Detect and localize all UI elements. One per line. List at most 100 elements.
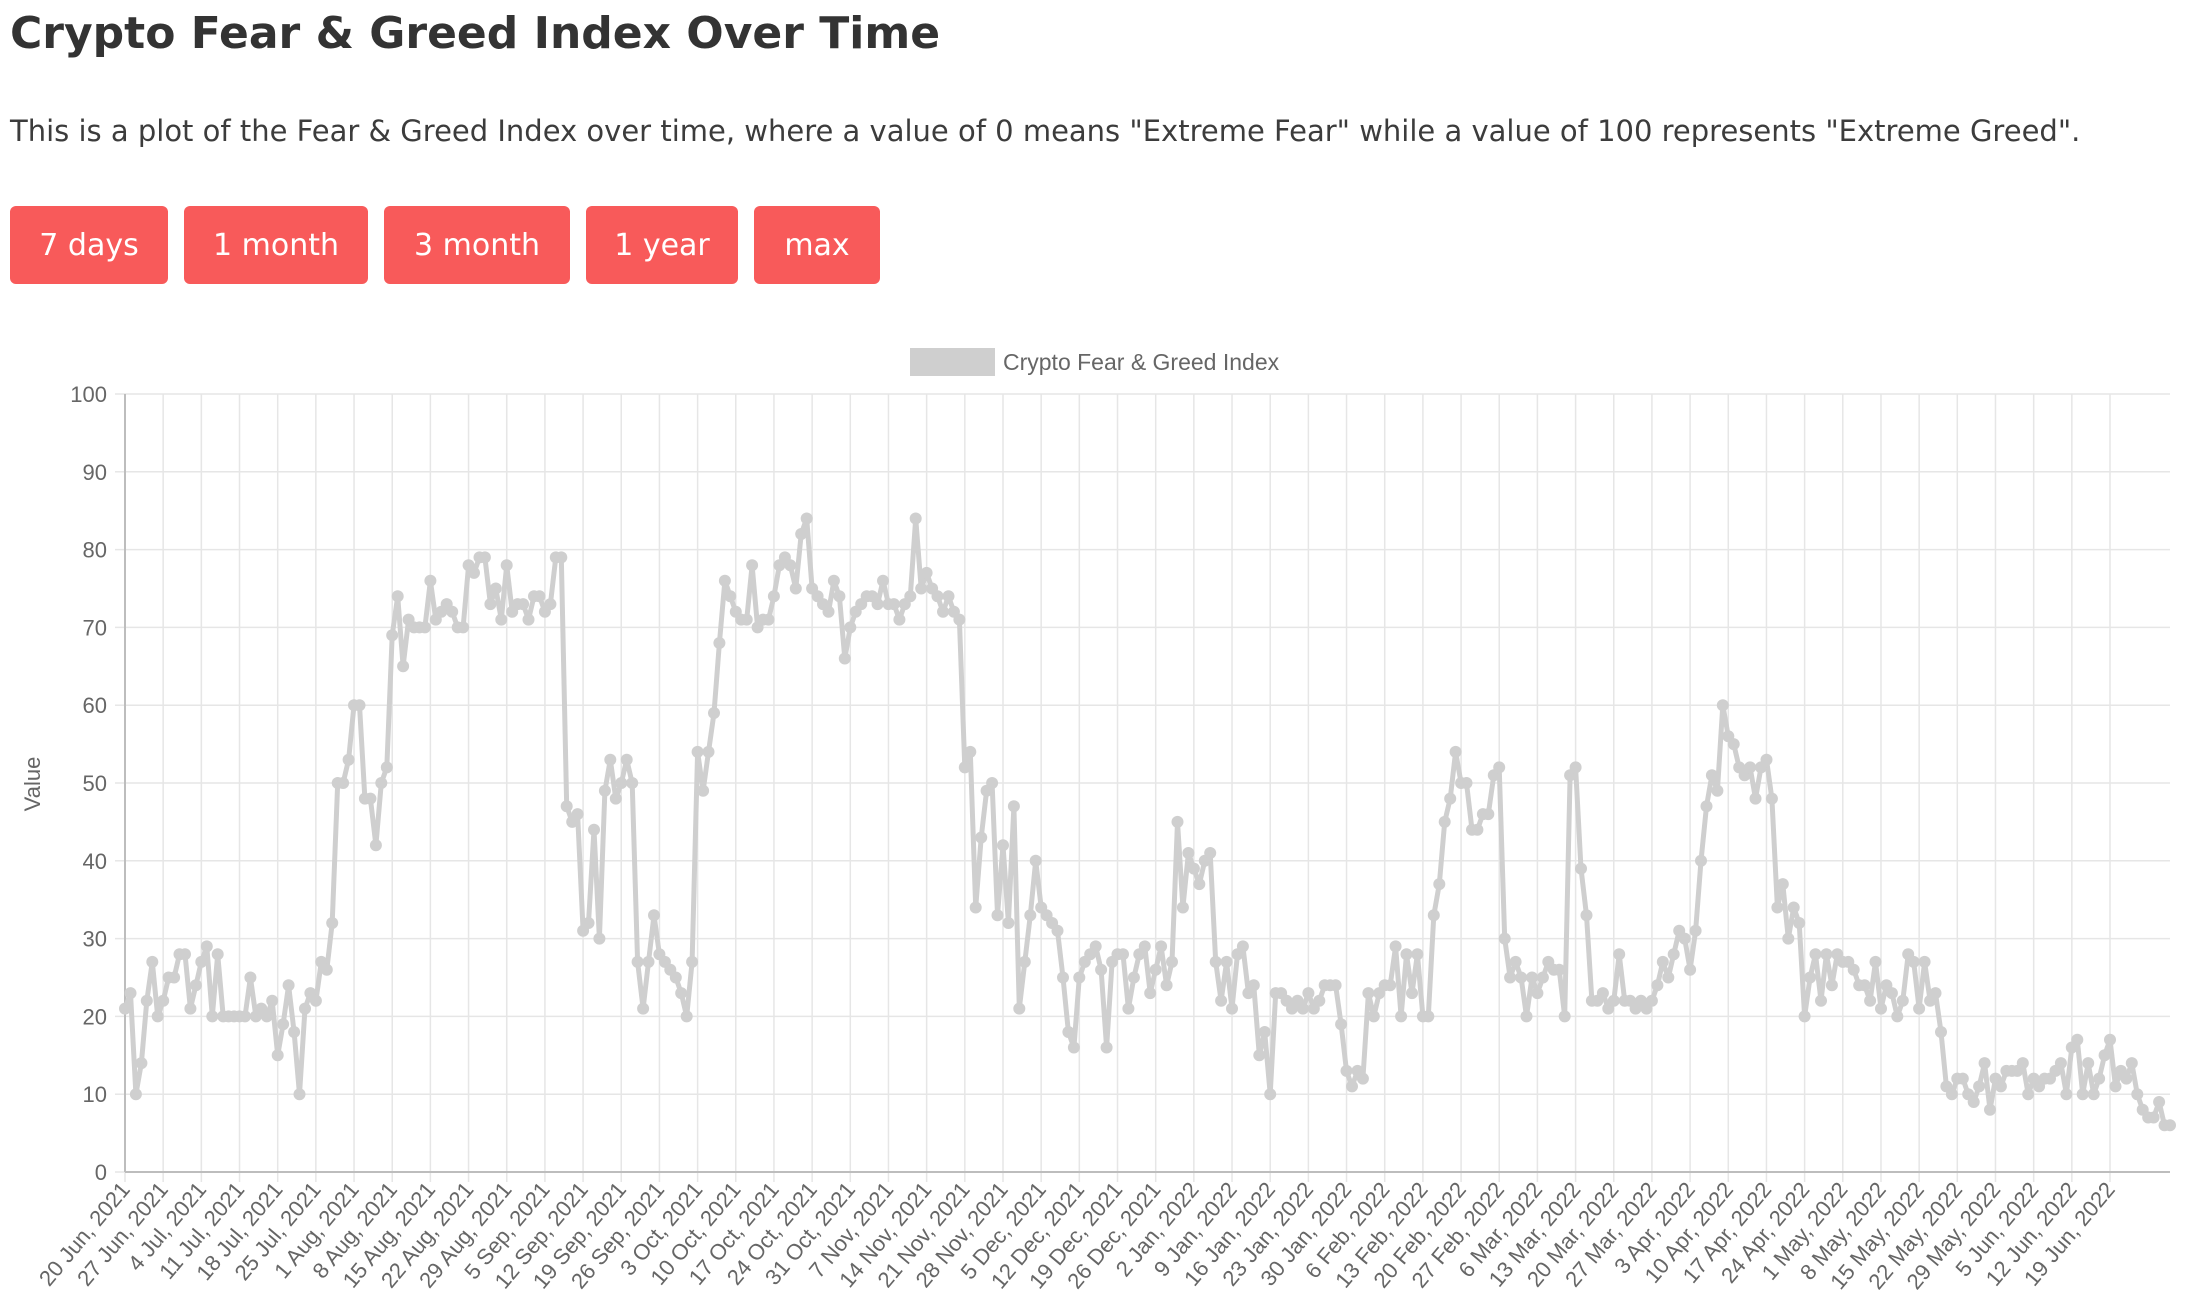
data-point[interactable] (189, 979, 202, 992)
data-point[interactable] (604, 753, 617, 766)
data-point[interactable] (822, 605, 835, 618)
data-point[interactable] (129, 1088, 142, 1101)
data-point[interactable] (179, 948, 191, 961)
data-point[interactable] (418, 621, 431, 634)
data-point[interactable] (1089, 940, 1102, 953)
data-point[interactable] (560, 800, 573, 813)
data-point[interactable] (1144, 987, 1157, 1000)
data-point[interactable] (1051, 924, 1064, 937)
range-max-button[interactable]: max (754, 206, 880, 284)
data-point[interactable] (342, 753, 355, 766)
data-point[interactable] (397, 660, 410, 673)
data-point[interactable] (1809, 948, 1822, 961)
data-point[interactable] (1149, 963, 1162, 976)
data-point[interactable] (1607, 994, 1620, 1007)
data-point[interactable] (1460, 777, 1473, 789)
data-point[interactable] (1395, 1010, 1408, 1023)
data-point[interactable] (2147, 1111, 2160, 1124)
data-point[interactable] (931, 590, 944, 603)
data-point[interactable] (571, 808, 584, 821)
data-point[interactable] (1122, 1002, 1135, 1015)
data-point[interactable] (495, 613, 508, 626)
data-point[interactable] (1444, 792, 1457, 805)
data-point[interactable] (468, 566, 480, 579)
data-point[interactable] (288, 1026, 301, 1038)
data-point[interactable] (2060, 1088, 2073, 1101)
data-point[interactable] (1793, 917, 1806, 929)
data-point[interactable] (1727, 738, 1740, 751)
data-point[interactable] (1973, 1080, 1986, 1093)
data-point[interactable] (986, 777, 999, 789)
data-point[interactable] (1007, 800, 1020, 813)
data-point[interactable] (2131, 1088, 2144, 1101)
data-point[interactable] (680, 1010, 693, 1023)
data-point[interactable] (2082, 1057, 2095, 1070)
data-point[interactable] (1411, 948, 1424, 961)
data-point[interactable] (1302, 987, 1315, 1000)
data-point[interactable] (887, 598, 900, 611)
data-point[interactable] (795, 528, 808, 540)
range-3-month-button[interactable]: 3 month (384, 206, 570, 284)
data-point[interactable] (386, 629, 399, 642)
data-point[interactable] (718, 574, 731, 587)
data-point[interactable] (1656, 955, 1669, 968)
data-point[interactable] (184, 1002, 197, 1015)
data-point[interactable] (702, 745, 715, 758)
data-point[interactable] (991, 909, 1004, 922)
data-point[interactable] (1918, 955, 1931, 968)
data-point[interactable] (789, 582, 802, 595)
data-point[interactable] (244, 971, 257, 984)
data-point[interactable] (369, 839, 382, 852)
data-point[interactable] (969, 901, 982, 914)
data-point[interactable] (517, 598, 530, 611)
data-point[interactable] (1356, 1072, 1369, 1085)
data-point[interactable] (1645, 994, 1658, 1007)
data-point[interactable] (380, 761, 393, 774)
data-point[interactable] (767, 590, 780, 603)
data-point[interactable] (1558, 1010, 1571, 1023)
data-point[interactable] (1515, 971, 1528, 984)
data-point[interactable] (1329, 979, 1342, 992)
data-point[interactable] (1765, 792, 1778, 805)
data-point[interactable] (1220, 955, 1233, 968)
data-point[interactable] (353, 699, 366, 712)
data-point[interactable] (609, 792, 622, 805)
data-point[interactable] (1182, 847, 1195, 859)
data-point[interactable] (200, 940, 213, 953)
data-point[interactable] (1095, 963, 1108, 976)
data-point[interactable] (762, 613, 775, 626)
data-point[interactable] (1787, 901, 1800, 914)
data-point[interactable] (282, 979, 295, 992)
data-point[interactable] (1716, 699, 1729, 712)
data-point[interactable] (975, 831, 988, 844)
data-point[interactable] (1913, 1002, 1926, 1015)
data-point[interactable] (135, 1057, 148, 1070)
data-point[interactable] (1067, 1041, 1080, 1054)
data-point[interactable] (953, 613, 966, 626)
data-point[interactable] (1422, 1010, 1435, 1023)
data-point[interactable] (1695, 854, 1707, 867)
data-point[interactable] (2109, 1080, 2122, 1093)
data-point[interactable] (266, 994, 279, 1007)
data-point[interactable] (2164, 1119, 2176, 1132)
data-point[interactable] (1984, 1103, 1996, 1116)
data-point[interactable] (309, 994, 322, 1007)
data-point[interactable] (582, 917, 595, 929)
data-point[interactable] (1264, 1088, 1277, 1101)
data-point[interactable] (598, 784, 611, 797)
data-point[interactable] (1215, 994, 1228, 1007)
data-point[interactable] (1504, 971, 1517, 984)
data-point[interactable] (1258, 1026, 1271, 1038)
data-point[interactable] (724, 590, 737, 603)
data-point[interactable] (1994, 1080, 2007, 1093)
data-point[interactable] (1509, 955, 1522, 968)
data-point[interactable] (1847, 963, 1860, 976)
data-point[interactable] (375, 777, 388, 789)
data-point[interactable] (1002, 917, 1015, 929)
data-point[interactable] (1869, 955, 1882, 968)
data-point[interactable] (713, 637, 726, 649)
data-point[interactable] (833, 590, 846, 603)
data-point[interactable] (1804, 971, 1817, 984)
data-point[interactable] (1967, 1096, 1980, 1108)
data-point[interactable] (260, 1010, 273, 1023)
